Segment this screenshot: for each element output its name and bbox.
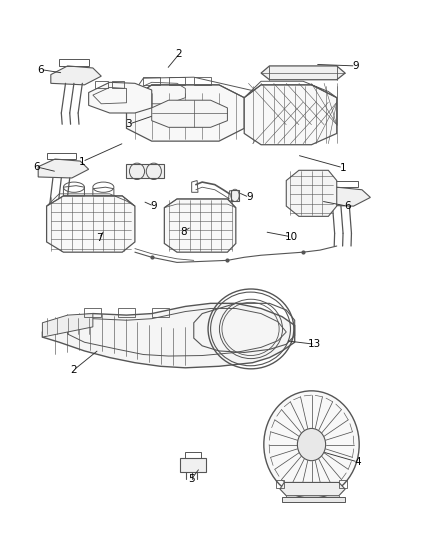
Text: 4: 4 — [354, 457, 361, 467]
Text: 5: 5 — [188, 474, 195, 484]
Text: 6: 6 — [33, 161, 39, 172]
Polygon shape — [42, 303, 295, 368]
Text: 2: 2 — [71, 365, 77, 375]
Polygon shape — [152, 100, 227, 127]
Text: 7: 7 — [96, 233, 102, 244]
Text: 9: 9 — [352, 61, 359, 71]
Polygon shape — [46, 196, 135, 252]
Text: 6: 6 — [344, 201, 350, 211]
Polygon shape — [261, 66, 345, 80]
Polygon shape — [127, 85, 244, 141]
Text: 2: 2 — [176, 49, 182, 59]
Text: 1: 1 — [79, 157, 86, 167]
Text: 8: 8 — [180, 227, 187, 237]
Polygon shape — [286, 171, 337, 216]
Polygon shape — [231, 190, 239, 201]
Ellipse shape — [297, 429, 325, 461]
Polygon shape — [282, 497, 345, 502]
Ellipse shape — [264, 391, 359, 498]
Text: 6: 6 — [37, 64, 44, 75]
Polygon shape — [320, 187, 371, 206]
Polygon shape — [88, 82, 152, 113]
Polygon shape — [51, 66, 101, 85]
Polygon shape — [244, 85, 337, 145]
Polygon shape — [42, 313, 93, 337]
Text: 9: 9 — [246, 192, 253, 203]
Polygon shape — [180, 458, 205, 472]
Text: 3: 3 — [125, 119, 132, 130]
Polygon shape — [38, 159, 88, 178]
Polygon shape — [164, 199, 236, 252]
Text: 1: 1 — [340, 163, 346, 173]
Text: 13: 13 — [308, 340, 321, 349]
Polygon shape — [127, 164, 164, 179]
Text: 10: 10 — [285, 232, 298, 242]
Polygon shape — [280, 482, 345, 496]
Text: 9: 9 — [151, 201, 157, 211]
